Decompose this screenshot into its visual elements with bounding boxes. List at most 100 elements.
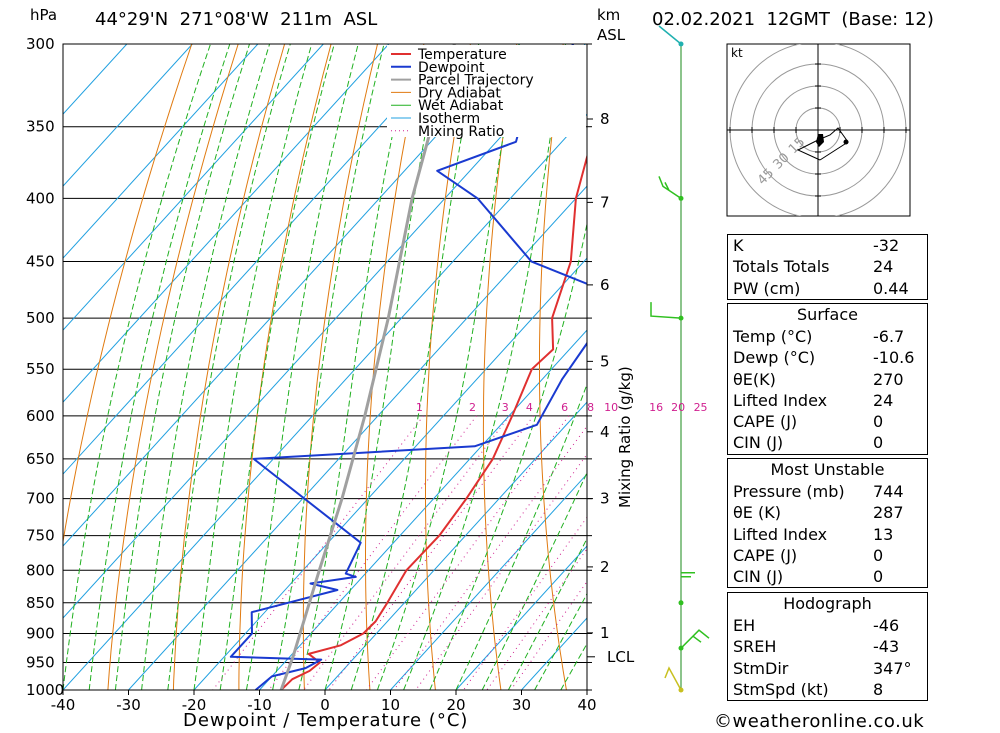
pressure-tick-label: 700 — [26, 490, 55, 508]
pressure-tick-label: 400 — [26, 189, 55, 207]
surface-row: Lifted Index 24 — [728, 390, 927, 411]
index-label: CAPE (J) — [733, 412, 798, 432]
hodo-row: StmSpd (kt) 8 — [728, 679, 927, 700]
km-tick-label: 3 — [600, 490, 610, 508]
temperature-line — [280, 153, 587, 690]
hodograph-point — [843, 139, 849, 145]
wet-adiabat-line — [350, 44, 480, 690]
lcl-label: LCL — [607, 648, 635, 666]
pressure-tick-label: 450 — [26, 253, 55, 271]
dry-adiabat-line — [172, 44, 286, 690]
hodograph-unit: kt — [731, 46, 743, 60]
pressure-tick-label: 950 — [26, 653, 55, 671]
wet-adiabat-line — [534, 592, 587, 690]
mu-row: CIN (J) 0 — [728, 566, 927, 587]
index-label: StmSpd (kt) — [733, 679, 829, 699]
index-value: 13 — [873, 524, 894, 544]
legend-entry: Dry Adiabat — [418, 85, 501, 101]
x-tick-label: -20 — [182, 696, 207, 714]
storm-motion-marker — [816, 134, 824, 147]
index-label: PW (cm) — [733, 278, 801, 298]
mixing-ratio-line — [365, 415, 570, 690]
index-label: Totals Totals — [733, 257, 830, 277]
pressure-tick-label: 300 — [26, 35, 55, 53]
pressure-tick-label: 850 — [26, 594, 55, 612]
wind-level-dot — [678, 41, 684, 47]
hodograph-table: Hodograph EH -46 SREH -43 StmDir 347° StmSp… — [727, 592, 928, 702]
dry-adiabat-line — [935, 44, 1000, 690]
km-label: km — [597, 6, 621, 24]
x-tick-label: 30 — [512, 696, 531, 714]
surface-row: Dewp (°C) -10.6 — [728, 347, 927, 368]
hodo-title: Hodograph — [783, 594, 872, 613]
index-value: 8 — [873, 679, 884, 699]
surface-row: θE(K) 270 — [728, 369, 927, 390]
legend-entry: Mixing Ratio — [418, 124, 504, 140]
index-value: -10.6 — [873, 348, 915, 368]
legend-entry: Wet Adiabat — [418, 98, 504, 114]
km-tick-label: 6 — [600, 276, 610, 294]
wind-barb — [681, 572, 695, 578]
datetime-title: 02.02.2021 12GMT (Base: 12) — [652, 9, 934, 30]
index-value: -43 — [873, 637, 900, 657]
index-label: Lifted Index — [733, 390, 828, 410]
index-label: CIN (J) — [733, 567, 784, 587]
mixing-ratio-label: 20 — [671, 401, 685, 414]
isotherm-line — [63, 44, 521, 547]
dewpoint-line — [229, 44, 587, 690]
index-row-pw: PW (cm) 0.44 — [728, 278, 927, 299]
isotherm-line — [63, 44, 259, 259]
mu-title: Most Unstable — [770, 460, 885, 479]
mixing-ratio-label: 1 — [416, 401, 423, 414]
wet-adiabat-line — [455, 382, 587, 690]
index-value: -46 — [873, 616, 900, 635]
km-tick-label: 4 — [600, 423, 610, 441]
km-tick-label: 7 — [600, 193, 610, 211]
pressure-tick-label: 800 — [26, 561, 55, 579]
isotherm-line — [193, 257, 587, 690]
legend-entry: Parcel Trajectory — [418, 73, 534, 89]
wet-adiabat-line — [403, 44, 566, 690]
pressure-tick-label: 350 — [26, 118, 55, 136]
index-value: 0 — [873, 545, 884, 565]
index-label: Pressure (mb) — [733, 482, 845, 501]
wind-level-dot — [678, 315, 684, 321]
index-label: CIN (J) — [733, 433, 784, 453]
mixing-ratio-label: 10 — [604, 401, 618, 414]
wind-level-dot — [678, 600, 684, 606]
asl-label: ASL — [597, 26, 626, 44]
index-value: 744 — [873, 482, 904, 501]
dry-adiabat-line — [482, 44, 518, 690]
mixing-ratio-label: 4 — [526, 401, 533, 414]
index-label: Temp (°C) — [733, 327, 813, 346]
dry-adiabat-line — [539, 44, 567, 690]
isotherm-line — [324, 401, 587, 690]
pressure-tick-label: 750 — [26, 527, 55, 545]
location-title: 44°29'N 271°08'W 211m ASL — [95, 9, 378, 30]
index-value: 347° — [873, 658, 912, 678]
pressure-tick-label: 500 — [26, 309, 55, 327]
legend-entry: Isotherm — [418, 111, 480, 127]
isotherm-line — [63, 44, 455, 475]
index-value: 287 — [873, 503, 904, 523]
isotherm-line — [63, 44, 193, 187]
dry-adiabat-line — [63, 44, 193, 545]
x-tick-label: 10 — [381, 696, 400, 714]
wet-adiabat-line — [193, 44, 313, 690]
index-value: 24 — [873, 390, 894, 410]
mixing-ratio-label: 3 — [502, 401, 509, 414]
index-value: -32 — [873, 236, 900, 255]
x-tick-label: 40 — [577, 696, 596, 714]
copyright-footer[interactable]: ©weatheronline.co.uk — [714, 711, 925, 732]
km-tick-label: 2 — [600, 558, 610, 576]
index-row-k: K -32 — [728, 235, 927, 256]
isotherm-line — [63, 44, 390, 403]
mixing-ratio-label: 16 — [649, 401, 663, 414]
mixing-ratio-label: 25 — [694, 401, 708, 414]
isotherm-line — [63, 113, 587, 690]
wet-adiabat-line — [245, 44, 359, 690]
wind-barb — [650, 302, 682, 319]
wind-level-dot — [678, 687, 684, 693]
index-label: θE (K) — [733, 503, 781, 523]
surface-row: Temp (°C) -6.7 — [728, 326, 927, 347]
